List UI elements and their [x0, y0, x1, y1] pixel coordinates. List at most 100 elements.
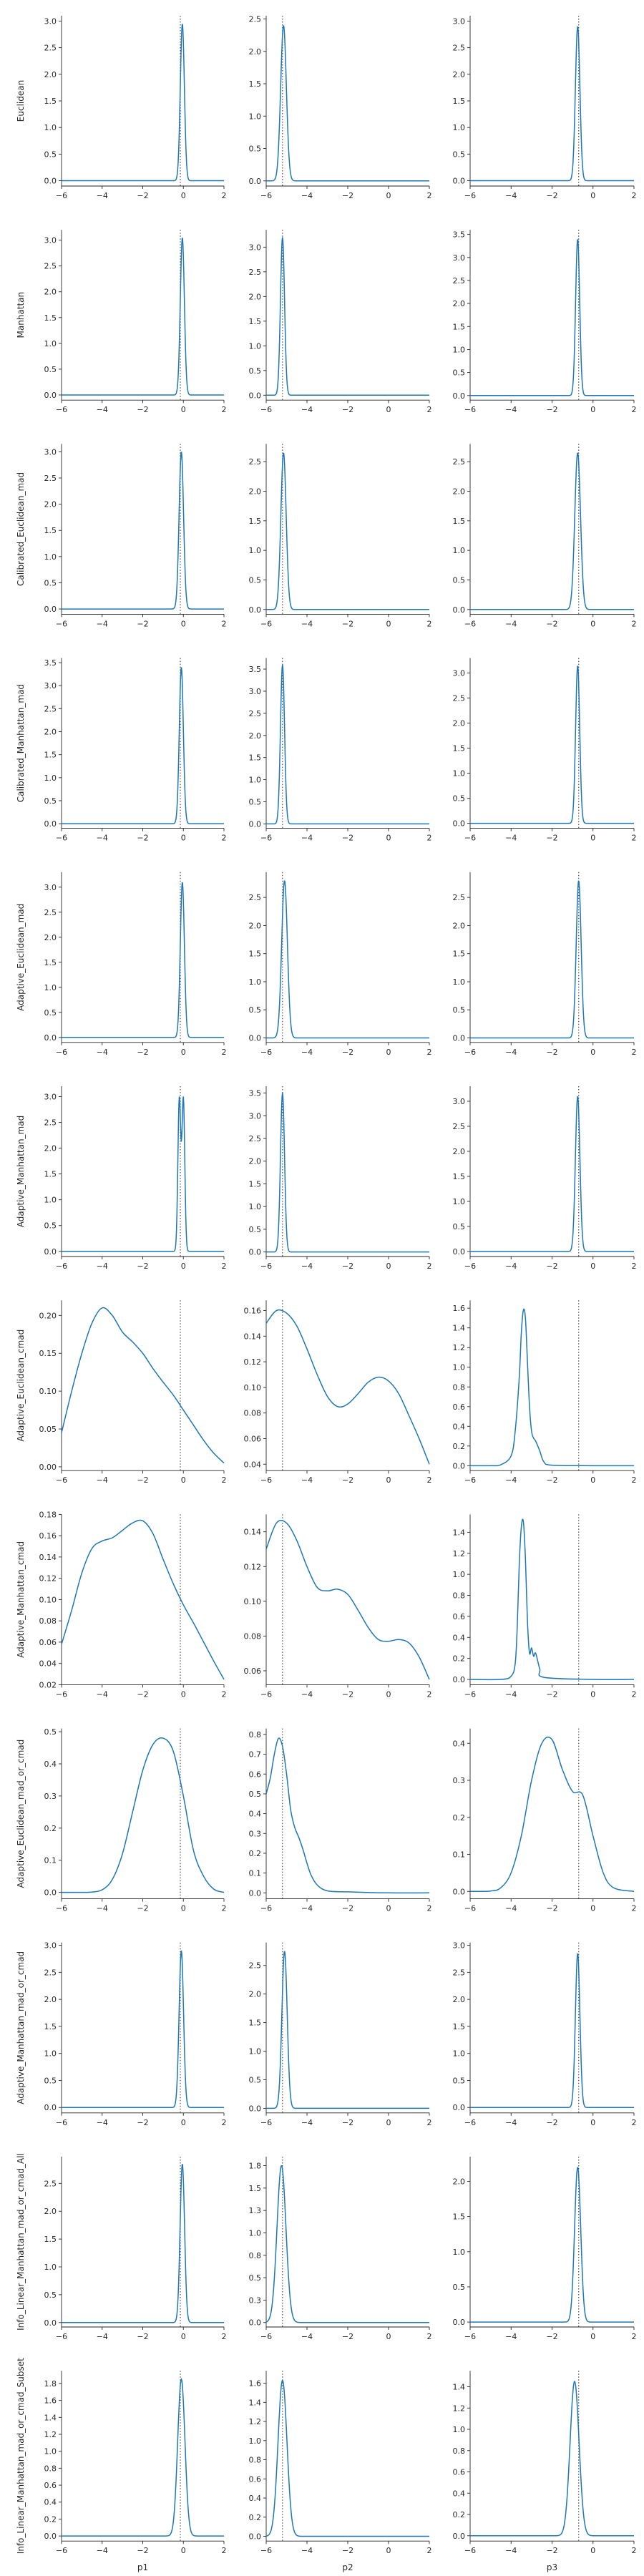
- y-tick-label: 1.0: [453, 977, 466, 987]
- row-label: Euclidean: [16, 80, 26, 122]
- y-tick-label: 2.0: [453, 1147, 466, 1156]
- y-tick-label: 1.0: [249, 977, 262, 987]
- x-tick-label: −4: [97, 2118, 108, 2127]
- y-tick-label: 2.0: [453, 921, 466, 930]
- y-tick-label: 1.0: [453, 2049, 466, 2059]
- x-tick-label: −4: [97, 1689, 108, 1699]
- x-tick-label: −6: [56, 1475, 67, 1485]
- y-tick-label: 1.2: [453, 2404, 466, 2413]
- x-tick-label: 0: [386, 1048, 391, 1057]
- density-curve: [470, 2167, 634, 2323]
- x-tick-label: −4: [97, 834, 108, 843]
- x-tick-label: −4: [97, 1904, 108, 1913]
- y-tick-label: 1.5: [44, 958, 57, 967]
- x-tick-label: −4: [97, 619, 108, 628]
- x-tick-label: −2: [137, 1904, 148, 1913]
- x-tick-label: 0: [386, 2332, 391, 2341]
- y-tick-label: 0.5: [249, 798, 262, 807]
- x-tick-label: −2: [342, 2546, 353, 2555]
- x-tick-label: −2: [137, 2332, 148, 2341]
- y-tick-label: 1.5: [44, 313, 57, 323]
- density-curve: [61, 1519, 225, 1680]
- x-tick-label: 0: [181, 1689, 186, 1699]
- y-tick-label: 0.14: [244, 1528, 262, 1537]
- x-tick-label: −6: [260, 1904, 272, 1913]
- x-tick-label: 2: [632, 1048, 637, 1057]
- density-panel: −6 −4 −2 0 2 0.0 0.5 1.0 1.5 2.0 2.5 3.0: [453, 1086, 637, 1271]
- x-tick-label: −6: [260, 191, 272, 200]
- y-tick-label: 1.5: [453, 322, 466, 331]
- x-tick-label: 2: [427, 1904, 432, 1913]
- row-label: Manhattan: [16, 292, 26, 338]
- density-panel: −6 −4 −2 0 2 0.04 0.06 0.08 0.10 0.12 0.14 0.16: [244, 1300, 432, 1485]
- y-tick-label: 0.5: [44, 796, 57, 806]
- y-tick-label: 1.5: [249, 79, 262, 89]
- x-tick-label: 0: [590, 834, 595, 843]
- y-tick-label: 0.04: [244, 1460, 262, 1469]
- y-tick-label: 1.8: [249, 2162, 262, 2171]
- y-tick-label: 0.2: [44, 1824, 57, 1833]
- x-tick-label: 2: [222, 1904, 227, 1913]
- x-tick-label: −4: [301, 2546, 313, 2555]
- x-tick-label: −4: [505, 405, 517, 414]
- y-tick-label: 0.5: [44, 2290, 57, 2300]
- density-curve: [265, 2379, 429, 2537]
- facet-row: Euclidean−6 −4 −2 0 20.00.51.01.52.02.53.0−6…: [16, 15, 637, 200]
- y-tick-label: 2.5: [249, 15, 262, 24]
- x-tick-label: −4: [505, 1475, 517, 1485]
- y-tick-label: 0.0: [44, 1033, 57, 1043]
- density-curve: [266, 1951, 429, 2109]
- y-tick-label: 0.0: [249, 819, 262, 829]
- y-tick-label: 3.0: [453, 669, 466, 678]
- y-tick-label: 0.6: [453, 1402, 466, 1412]
- x-tick-label: 2: [632, 1904, 637, 1913]
- y-tick-label: 1.0: [249, 1202, 262, 1211]
- y-tick-label: 3.0: [44, 447, 57, 457]
- y-tick-label: 0.14: [244, 1332, 262, 1341]
- x-tick-label: −6: [56, 1689, 67, 1699]
- y-tick-label: 0.06: [244, 1434, 262, 1443]
- density-curve: [469, 1308, 635, 1467]
- y-tick-label: 0.0: [249, 2532, 262, 2542]
- x-tick-label: −4: [505, 2332, 517, 2341]
- y-tick-label: 2.5: [453, 457, 466, 467]
- y-tick-label: 0.5: [44, 365, 57, 374]
- x-tick-label: 0: [181, 2118, 186, 2127]
- density-curve: [62, 452, 224, 610]
- y-tick-label: 2.0: [44, 1144, 57, 1153]
- x-tick-label: −6: [464, 2118, 476, 2127]
- x-tick-label: 0: [386, 2118, 391, 2127]
- x-tick-label: 0: [590, 1262, 595, 1271]
- x-tick-label: −6: [260, 1262, 272, 1271]
- y-tick-label: 1.5: [453, 1172, 466, 1181]
- x-tick-label: −4: [505, 1689, 517, 1699]
- y-tick-label: 2.5: [44, 908, 57, 917]
- y-tick-label: 0.3: [453, 1776, 466, 1785]
- x-tick-label: −2: [137, 619, 148, 628]
- y-tick-label: 3.0: [44, 1941, 57, 1951]
- facet-row: Manhattan −6 −4 −2 0 20.00.51.01.52.02.53.0 −6…: [16, 230, 637, 414]
- y-tick-label: 3.0: [453, 1941, 466, 1951]
- row-label: Adaptive_Manhattan_mad_or_cmad: [16, 1951, 26, 2104]
- density-panel: −6 −4 −2 0 2 0.0 0.2 0.4 0.6 0.8 1.0 1.2 1.4 1.6: [249, 2371, 432, 2555]
- y-tick-label: 0.6: [453, 2468, 466, 2477]
- y-tick-label: 1.6: [44, 2396, 57, 2406]
- density-panel: −6 −4 −2 0 2 0.0 0.2 0.4 0.6 0.8 1.0 1.2 1.4 1.6 1.8: [44, 2371, 227, 2555]
- y-tick-label: 1.0: [453, 1363, 466, 1372]
- y-tick-label: 0.5: [453, 575, 466, 585]
- x-tick-label: −6: [464, 191, 476, 200]
- x-tick-label: −2: [342, 1262, 353, 1271]
- x-tick-label: −4: [301, 2332, 313, 2341]
- y-tick-label: 2.0: [44, 728, 57, 737]
- x-tick-label: −4: [301, 1689, 313, 1699]
- y-tick-label: 0.10: [39, 1387, 57, 1396]
- facet-row: Adaptive_Euclidean_cmad−6 −4 −2 0 20.000.050…: [16, 1300, 637, 1485]
- x-tick-label: −6: [56, 834, 67, 843]
- x-tick-label: −6: [464, 405, 476, 414]
- x-tick-label: −2: [137, 834, 148, 843]
- y-tick-label: 1.2: [453, 1549, 466, 1558]
- x-tick-label: −2: [342, 405, 353, 414]
- x-tick-label: 2: [632, 1689, 637, 1699]
- density-panel: −6 −4 −2 0 2 0.0 0.5 1.0 1.5 2.0 2.5 3.0: [44, 230, 227, 414]
- x-tick-label: −4: [505, 834, 517, 843]
